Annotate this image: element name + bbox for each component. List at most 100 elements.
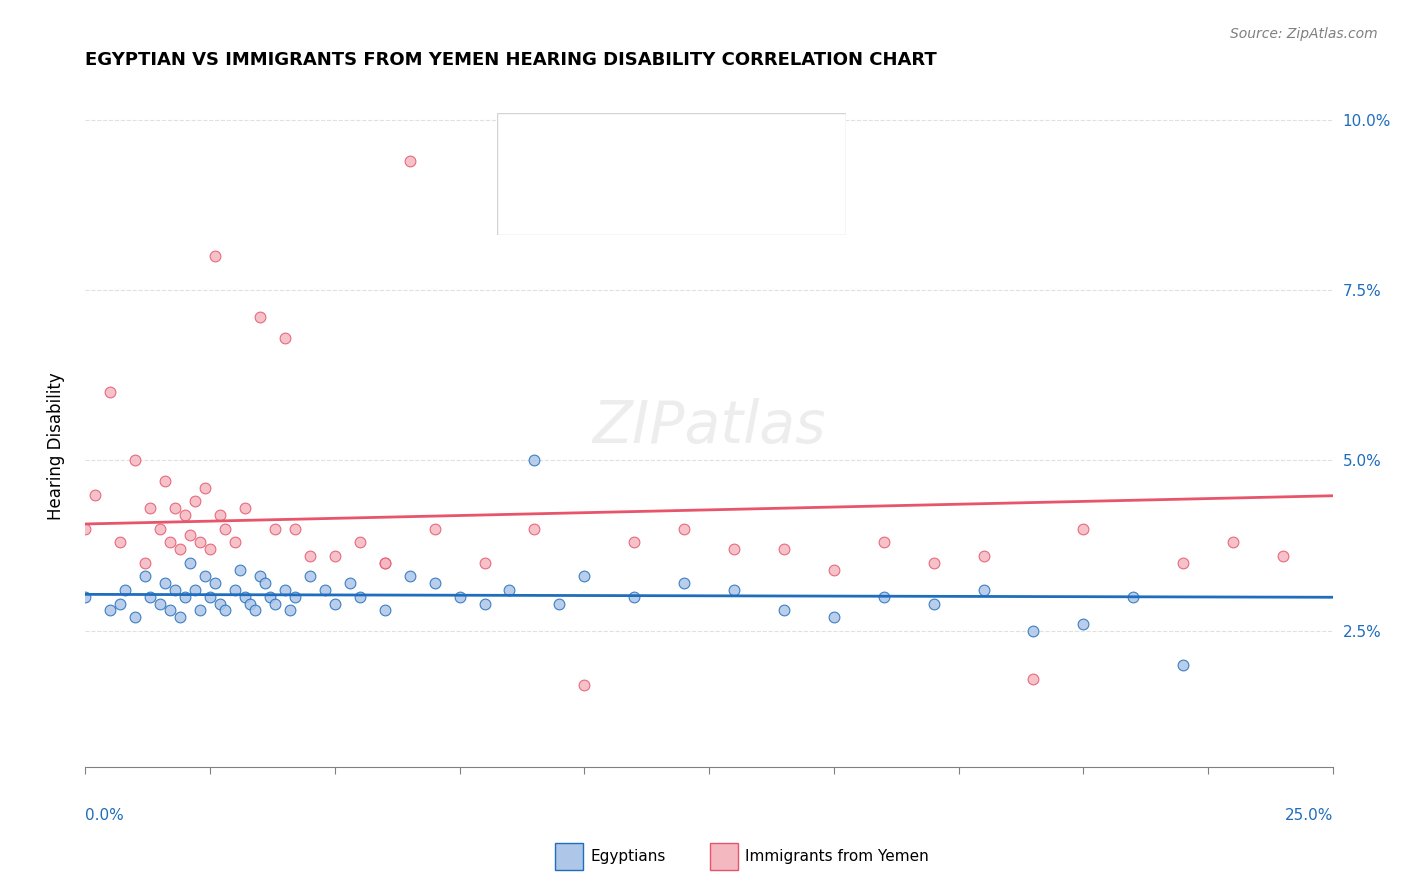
- Point: [349, 590, 371, 604]
- Point: [165, 582, 187, 597]
- Point: [673, 522, 696, 536]
- Point: [922, 556, 945, 570]
- Point: [134, 569, 156, 583]
- Point: [204, 249, 226, 263]
- Point: [98, 385, 121, 400]
- Point: [124, 453, 146, 467]
- Point: [423, 576, 446, 591]
- Text: Hearing Disability: Hearing Disability: [48, 372, 65, 520]
- Point: [623, 590, 645, 604]
- Point: [278, 603, 301, 617]
- Point: [194, 481, 217, 495]
- Point: [574, 569, 596, 583]
- Point: [169, 542, 191, 557]
- Point: [298, 549, 321, 563]
- Point: [114, 582, 136, 597]
- Point: [339, 576, 361, 591]
- Point: [165, 501, 187, 516]
- Point: [1073, 617, 1095, 632]
- Point: [723, 582, 745, 597]
- Point: [773, 542, 796, 557]
- Text: EGYPTIAN VS IMMIGRANTS FROM YEMEN HEARING DISABILITY CORRELATION CHART: EGYPTIAN VS IMMIGRANTS FROM YEMEN HEARIN…: [86, 51, 936, 69]
- Point: [229, 563, 252, 577]
- Point: [1173, 556, 1195, 570]
- Point: [1073, 522, 1095, 536]
- Point: [574, 678, 596, 692]
- Point: [823, 563, 845, 577]
- Point: [264, 597, 287, 611]
- Point: [823, 610, 845, 624]
- Point: [623, 535, 645, 549]
- Point: [153, 474, 176, 488]
- Point: [149, 522, 172, 536]
- Point: [214, 522, 236, 536]
- Point: [75, 590, 97, 604]
- Point: [284, 522, 307, 536]
- Point: [973, 582, 995, 597]
- Point: [773, 603, 796, 617]
- Point: [124, 610, 146, 624]
- Point: [139, 501, 162, 516]
- Point: [723, 542, 745, 557]
- Point: [184, 494, 207, 508]
- Point: [423, 522, 446, 536]
- Point: [374, 603, 396, 617]
- Point: [174, 508, 197, 522]
- Point: [110, 535, 132, 549]
- Point: [449, 590, 471, 604]
- Point: [323, 549, 346, 563]
- Point: [264, 522, 287, 536]
- Point: [179, 528, 201, 542]
- Point: [224, 582, 246, 597]
- Point: [214, 603, 236, 617]
- Point: [149, 597, 172, 611]
- Point: [1022, 672, 1045, 686]
- Point: [224, 535, 246, 549]
- Text: 25.0%: 25.0%: [1285, 808, 1333, 823]
- Point: [374, 556, 396, 570]
- Point: [153, 576, 176, 591]
- Point: [179, 556, 201, 570]
- Point: [973, 549, 995, 563]
- Text: ZIPatlas: ZIPatlas: [592, 398, 825, 455]
- Point: [1022, 624, 1045, 638]
- Point: [209, 508, 232, 522]
- Point: [314, 582, 336, 597]
- Point: [323, 597, 346, 611]
- Point: [253, 576, 276, 591]
- Point: [194, 569, 217, 583]
- Text: Egyptians: Egyptians: [591, 849, 666, 863]
- Point: [259, 590, 281, 604]
- Text: 0.0%: 0.0%: [86, 808, 124, 823]
- Point: [233, 501, 256, 516]
- Point: [873, 590, 896, 604]
- Point: [233, 590, 256, 604]
- Point: [474, 597, 496, 611]
- Point: [673, 576, 696, 591]
- Point: [374, 556, 396, 570]
- Point: [198, 590, 221, 604]
- Point: [523, 522, 546, 536]
- Point: [169, 610, 191, 624]
- Point: [1173, 658, 1195, 673]
- Point: [209, 597, 232, 611]
- Point: [474, 556, 496, 570]
- Point: [188, 535, 211, 549]
- Point: [398, 569, 420, 583]
- Point: [188, 603, 211, 617]
- Point: [873, 535, 896, 549]
- Point: [239, 597, 262, 611]
- Point: [159, 603, 181, 617]
- Point: [159, 535, 181, 549]
- Point: [498, 582, 520, 597]
- Point: [298, 569, 321, 583]
- Point: [274, 582, 297, 597]
- Point: [249, 310, 271, 325]
- Point: [249, 569, 271, 583]
- Point: [922, 597, 945, 611]
- Point: [1272, 549, 1295, 563]
- Point: [1122, 590, 1144, 604]
- Point: [84, 487, 107, 501]
- Point: [349, 535, 371, 549]
- Point: [204, 576, 226, 591]
